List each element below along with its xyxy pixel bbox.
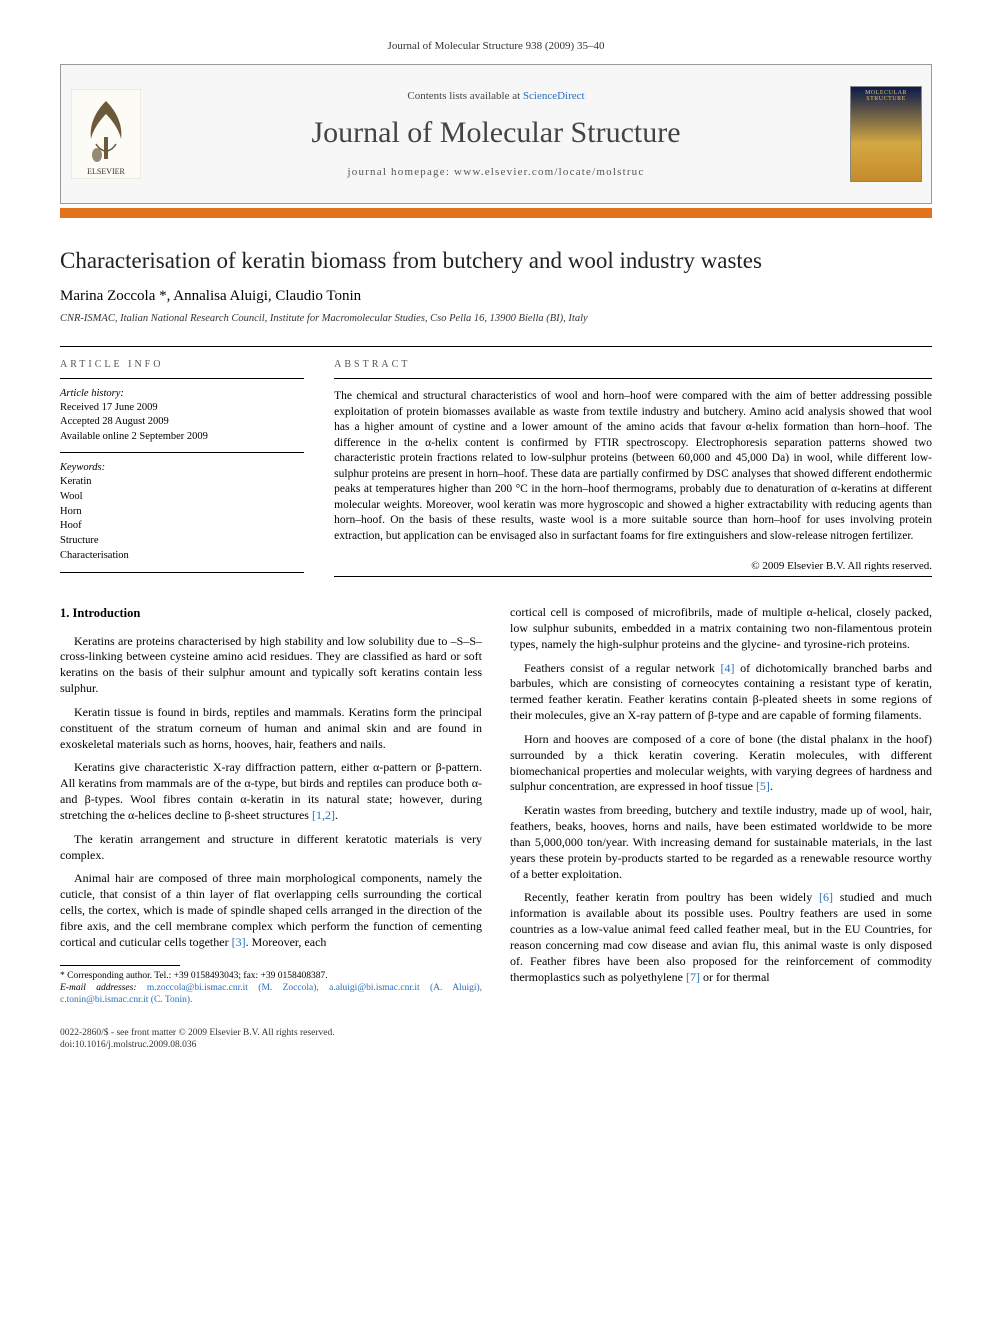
corresponding-author-note: * Corresponding author. Tel.: +39 015849… (60, 970, 482, 982)
body-paragraph: Horn and hooves are composed of a core o… (510, 732, 932, 795)
journal-cover-thumb: MOLECULAR STRUCTURE (841, 65, 931, 203)
journal-name: Journal of Molecular Structure (311, 116, 680, 150)
history-accepted: Accepted 28 August 2009 (60, 415, 304, 429)
keywords-label: Keywords: (60, 461, 304, 476)
body-paragraph: Keratin wastes from breeding, butchery a… (510, 803, 932, 882)
keyword-item: Keratin (60, 475, 304, 490)
citation-ref[interactable]: [6] (819, 890, 833, 904)
email-label: E-mail addresses: (60, 983, 137, 993)
footnotes: * Corresponding author. Tel.: +39 015849… (60, 970, 482, 1007)
journal-homepage[interactable]: journal homepage: www.elsevier.com/locat… (348, 166, 645, 178)
header-center: Contents lists available at ScienceDirec… (151, 65, 841, 203)
body-paragraph: Animal hair are composed of three main m… (60, 871, 482, 950)
footnote-separator (60, 965, 180, 966)
article-title: Characterisation of keratin biomass from… (60, 248, 932, 274)
authors-line: Marina Zoccola *, Annalisa Aluigi, Claud… (60, 288, 932, 305)
elsevier-logo-text: ELSEVIER (87, 167, 125, 176)
body-paragraph: cortical cell is composed of microfibril… (510, 605, 932, 652)
doi-line: doi:10.1016/j.molstruc.2009.08.036 (60, 1039, 932, 1051)
body-paragraph: Keratins are proteins characterised by h… (60, 634, 482, 697)
bottom-matter: 0022-2860/$ - see front matter © 2009 El… (60, 1027, 932, 1052)
keyword-item: Wool (60, 490, 304, 505)
abstract-body: The chemical and structural characterist… (334, 379, 932, 554)
keyword-item: Structure (60, 534, 304, 549)
article-info-block: ARTICLE INFO Article history: Received 1… (60, 347, 304, 577)
keyword-item: Horn (60, 505, 304, 520)
abstract-block: ABSTRACT The chemical and structural cha… (334, 347, 932, 577)
citation-ref[interactable]: [7] (686, 970, 700, 984)
accent-bar (60, 208, 932, 218)
body-paragraph: Keratin tissue is found in birds, reptil… (60, 705, 482, 752)
history-online: Available online 2 September 2009 (60, 430, 304, 444)
left-column: 1. Introduction Keratins are proteins ch… (60, 605, 482, 1006)
affiliation-line: CNR-ISMAC, Italian National Research Cou… (60, 313, 932, 324)
elsevier-tree-icon: ELSEVIER (71, 89, 141, 179)
citation-line: Journal of Molecular Structure 938 (2009… (60, 40, 932, 52)
keywords-block: Keywords: Keratin Wool Horn Hoof Structu… (60, 453, 304, 572)
email-addresses-line: E-mail addresses: m.zoccola@bi.ismac.cnr… (60, 982, 482, 1007)
citation-ref[interactable]: [3] (232, 935, 246, 949)
body-columns: 1. Introduction Keratins are proteins ch… (60, 605, 932, 1006)
body-paragraph: The keratin arrangement and structure in… (60, 832, 482, 864)
citation-ref[interactable]: [4] (721, 661, 735, 675)
meta-abstract-row: ARTICLE INFO Article history: Received 1… (60, 346, 932, 577)
citation-ref[interactable]: [1,2] (312, 808, 335, 822)
front-matter-line: 0022-2860/$ - see front matter © 2009 El… (60, 1027, 932, 1039)
keyword-item: Hoof (60, 519, 304, 534)
article-info-label: ARTICLE INFO (60, 347, 304, 378)
contents-prefix: Contents lists available at (407, 90, 522, 102)
abstract-label: ABSTRACT (334, 347, 932, 378)
body-paragraph: Recently, feather keratin from poultry h… (510, 890, 932, 985)
citation-ref[interactable]: [5] (756, 779, 770, 793)
contents-available-line: Contents lists available at ScienceDirec… (407, 90, 584, 102)
body-paragraph: Feathers consist of a regular network [4… (510, 661, 932, 724)
cover-title-text: MOLECULAR STRUCTURE (851, 90, 921, 102)
history-label: Article history: (60, 387, 304, 401)
journal-header: ELSEVIER Contents lists available at Sci… (60, 64, 932, 204)
article-history: Article history: Received 17 June 2009 A… (60, 379, 304, 452)
right-column: cortical cell is composed of microfibril… (510, 605, 932, 1006)
sciencedirect-link[interactable]: ScienceDirect (523, 90, 585, 102)
history-received: Received 17 June 2009 (60, 401, 304, 415)
abstract-copyright: © 2009 Elsevier B.V. All rights reserved… (334, 554, 932, 576)
body-paragraph: Keratins give characteristic X-ray diffr… (60, 760, 482, 823)
keyword-item: Characterisation (60, 549, 304, 564)
section-heading-intro: 1. Introduction (60, 605, 482, 622)
publisher-logo: ELSEVIER (61, 65, 151, 203)
